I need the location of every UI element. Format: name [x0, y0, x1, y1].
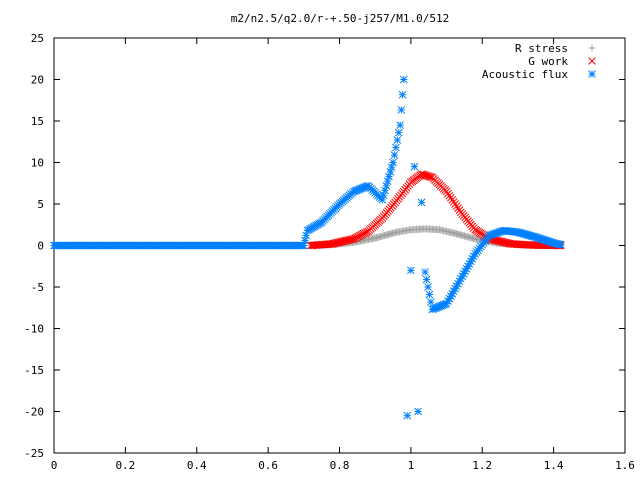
x-axis: 0 0.2 0.4 0.6 0.8 1 1.2 1.4 1.6: [51, 38, 635, 472]
data-point: [399, 75, 408, 84]
data-point: [301, 236, 309, 245]
data-point: [390, 151, 399, 159]
data-point: [393, 136, 402, 144]
x-tick-label: 0.6: [258, 459, 278, 472]
data-point: [425, 290, 434, 299]
data-point: [421, 268, 430, 276]
data-point: [386, 167, 395, 176]
data-point: [385, 172, 393, 181]
data-point: [396, 121, 405, 130]
y-tick-label: -15: [24, 364, 44, 377]
y-tick-label: 0: [37, 240, 44, 253]
y-axis: 25 20 15 10 5 0 -5 -10 -15 -20 -25: [24, 32, 625, 460]
y-tick-label: 20: [31, 74, 44, 87]
data-point: [410, 162, 419, 171]
data-point: [417, 198, 426, 207]
data-point: [556, 240, 565, 249]
series-g-work: [307, 170, 565, 250]
y-tick-label: 10: [31, 157, 44, 170]
data-point: [422, 275, 431, 284]
legend-label: G work: [528, 55, 568, 68]
data-point: [379, 191, 388, 200]
legend-marker: [588, 44, 596, 52]
data-point: [347, 235, 355, 244]
legend-label: Acoustic flux: [482, 68, 568, 81]
data-point: [378, 195, 387, 204]
data-point: [387, 163, 396, 172]
data-point: [382, 181, 391, 190]
data-point: [394, 128, 403, 137]
data-point: [392, 143, 400, 152]
data-point: [403, 411, 412, 420]
x-tick-label: 0.8: [330, 459, 350, 472]
data-point: [425, 172, 434, 181]
legend-label: R stress: [515, 42, 568, 55]
data-point: [383, 177, 392, 186]
x-tick-label: 1: [408, 459, 415, 472]
x-tick-label: 1.2: [472, 459, 492, 472]
y-tick-label: -20: [24, 406, 44, 419]
data-point: [397, 106, 406, 114]
chart-title: m2/n2.5/q2.0/r-+.50-j257/M1.0/512: [231, 12, 450, 25]
x-tick-label: 0.4: [187, 459, 207, 472]
y-tick-label: -25: [24, 447, 44, 460]
data-point: [414, 407, 422, 416]
x-tick-label: 1.6: [615, 459, 635, 472]
data-point: [348, 235, 357, 244]
legend-marker: [588, 57, 596, 65]
legend-marker: [588, 70, 596, 78]
data-point: [398, 90, 407, 99]
x-tick-label: 0: [51, 459, 58, 472]
data-point: [407, 266, 415, 275]
y-tick-label: 5: [37, 198, 44, 211]
series-marks: [50, 75, 565, 420]
y-tick-label: -5: [31, 281, 44, 294]
data-point: [389, 158, 397, 167]
data-point: [381, 186, 389, 195]
x-tick-label: 1.4: [544, 459, 564, 472]
x-tick-label: 0.2: [115, 459, 135, 472]
data-point: [424, 283, 432, 291]
series-acoustic-flux: [50, 75, 565, 420]
data-point: [456, 274, 465, 283]
y-tick-label: 15: [31, 115, 44, 128]
y-tick-label: 25: [31, 32, 44, 45]
y-tick-label: -10: [24, 323, 44, 336]
data-point: [299, 241, 308, 250]
